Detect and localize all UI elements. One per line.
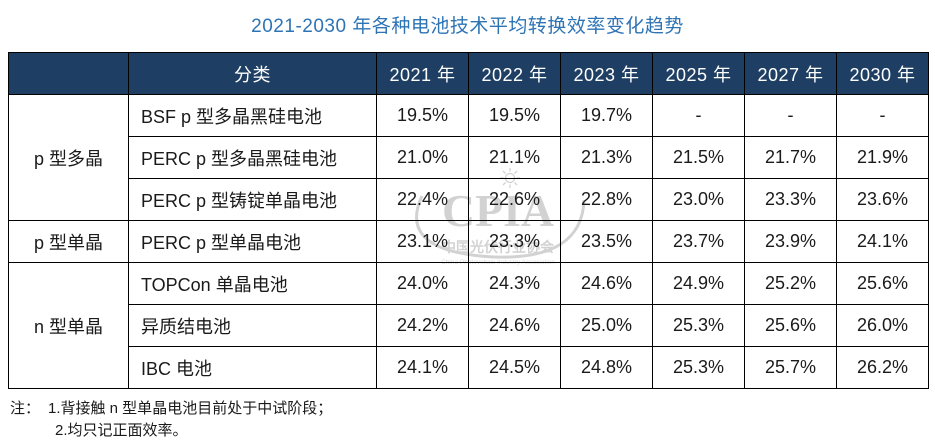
- header-year-2025: 2025 年: [652, 52, 745, 95]
- tech-name-cell: BSF p 型多晶黑硅电池: [128, 94, 377, 137]
- value-cell: -: [652, 94, 745, 137]
- tech-name-cell: 异质结电池: [128, 304, 377, 347]
- value-cell: 24.3%: [468, 262, 561, 305]
- table-row: IBC 电池 24.1% 24.5% 24.8% 25.3% 25.7% 26.…: [9, 346, 929, 389]
- value-cell: 23.3%: [468, 220, 561, 263]
- value-cell: 24.8%: [560, 346, 653, 389]
- value-cell: 22.8%: [560, 178, 653, 221]
- value-cell: -: [744, 94, 837, 137]
- tech-name-cell: TOPCon 单晶电池: [128, 262, 377, 305]
- value-cell: 25.7%: [744, 346, 837, 389]
- value-cell: -: [836, 94, 929, 137]
- table-row: PERC p 型多晶黑硅电池 21.0% 21.1% 21.3% 21.5% 2…: [9, 136, 929, 179]
- value-cell: 24.5%: [468, 346, 561, 389]
- value-cell: 23.3%: [744, 178, 837, 221]
- tech-name-cell: PERC p 型铸锭单晶电池: [128, 178, 377, 221]
- value-cell: 19.5%: [376, 94, 469, 137]
- value-cell: 23.6%: [836, 178, 929, 221]
- tech-name-cell: IBC 电池: [128, 346, 377, 389]
- group-cell-p-multi: p 型多晶: [8, 94, 129, 221]
- value-cell: 25.6%: [836, 262, 929, 305]
- value-cell: 26.0%: [836, 304, 929, 347]
- value-cell: 23.5%: [560, 220, 653, 263]
- header-category-cell: 分类: [128, 52, 377, 95]
- value-cell: 23.7%: [652, 220, 745, 263]
- value-cell: 19.5%: [468, 94, 561, 137]
- value-cell: 25.3%: [652, 304, 745, 347]
- value-cell: 19.7%: [560, 94, 653, 137]
- table-row: PERC p 型铸锭单晶电池 22.4% 22.6% 22.8% 23.0% 2…: [9, 178, 929, 221]
- footnotes: 注： 1.背接触 n 型单晶电池目前处于中试阶段； 2.均只记正面效率。: [10, 398, 935, 442]
- value-cell: 24.9%: [652, 262, 745, 305]
- value-cell: 21.0%: [376, 136, 469, 179]
- value-cell: 21.9%: [836, 136, 929, 179]
- header-row: 分类 2021 年 2022 年 2023 年 2025 年 2027 年 20…: [8, 52, 929, 95]
- page-title: 2021-2030 年各种电池技术平均转换效率变化趋势: [251, 16, 684, 37]
- header-year-2023: 2023 年: [560, 52, 653, 95]
- value-cell: 25.0%: [560, 304, 653, 347]
- tech-name-cell: PERC p 型多晶黑硅电池: [128, 136, 377, 179]
- value-cell: 24.0%: [376, 262, 469, 305]
- value-cell: 23.9%: [744, 220, 837, 263]
- group-cell-n-mono: n 型单晶: [8, 262, 129, 389]
- header-year-2030: 2030 年: [836, 52, 929, 95]
- value-cell: 26.2%: [836, 346, 929, 389]
- value-cell: 25.3%: [652, 346, 745, 389]
- table-row: n 型单晶 TOPCon 单晶电池 24.0% 24.3% 24.6% 24.9…: [8, 262, 929, 389]
- table-row: p 型多晶 BSF p 型多晶黑硅电池 19.5% 19.5% 19.7% - …: [8, 94, 929, 221]
- value-cell: 24.2%: [376, 304, 469, 347]
- efficiency-table: 分类 2021 年 2022 年 2023 年 2025 年 2027 年 20…: [8, 52, 929, 389]
- tech-name-cell: PERC p 型单晶电池: [128, 220, 377, 263]
- value-cell: 22.6%: [468, 178, 561, 221]
- value-cell: 24.6%: [468, 304, 561, 347]
- table-row: 异质结电池 24.2% 24.6% 25.0% 25.3% 25.6% 26.0…: [9, 304, 929, 347]
- header-year-2022: 2022 年: [468, 52, 561, 95]
- value-cell: 21.1%: [468, 136, 561, 179]
- value-cell: 25.2%: [744, 262, 837, 305]
- footnote-line-2: 2.均只记正面效率。: [55, 422, 188, 439]
- footnote-lines: 1.背接触 n 型单晶电池目前处于中试阶段； 2.均只记正面效率。: [48, 398, 332, 442]
- header-year-2027: 2027 年: [744, 52, 837, 95]
- value-cell: 24.1%: [376, 346, 469, 389]
- value-cell: 22.4%: [376, 178, 469, 221]
- value-cell: 24.1%: [836, 220, 929, 263]
- value-cell: 21.7%: [744, 136, 837, 179]
- value-cell: 23.0%: [652, 178, 745, 221]
- header-group-cell: [8, 52, 129, 95]
- value-cell: 23.1%: [376, 220, 469, 263]
- footnote-line-1: 1.背接触 n 型单晶电池目前处于中试阶段；: [48, 400, 333, 417]
- value-cell: 21.3%: [560, 136, 653, 179]
- group-cell-p-mono: p 型单晶: [8, 220, 129, 263]
- footnote-label: 注：: [10, 400, 41, 417]
- value-cell: 21.5%: [652, 136, 745, 179]
- table-row: p 型单晶 PERC p 型单晶电池 23.1% 23.3% 23.5% 23.…: [8, 220, 929, 263]
- value-cell: 25.6%: [744, 304, 837, 347]
- value-cell: 24.6%: [560, 262, 653, 305]
- header-year-2021: 2021 年: [376, 52, 469, 95]
